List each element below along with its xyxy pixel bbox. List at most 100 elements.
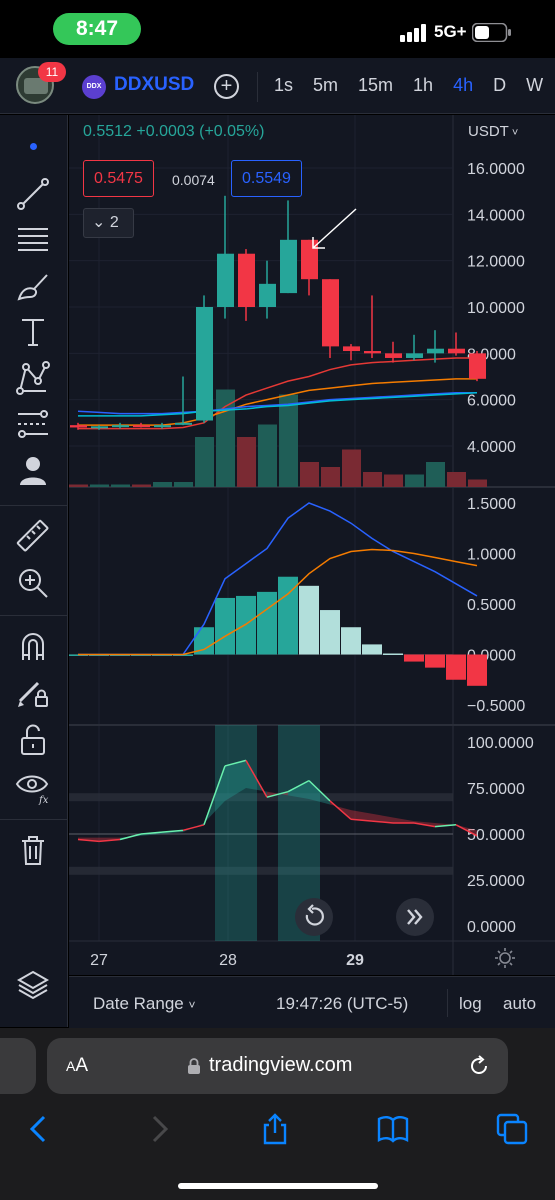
date-range-button[interactable]: Date Range ˅	[93, 994, 195, 1014]
interval-tab-4h[interactable]: 4h	[453, 75, 474, 95]
bookmarks-icon[interactable]	[376, 1112, 410, 1146]
macd-histogram-bar	[278, 576, 298, 655]
macd-histogram-bar	[383, 653, 403, 655]
interval-tab-5m[interactable]: 5m	[313, 75, 339, 95]
svg-text:fx: fx	[38, 795, 49, 805]
interval-tab-15m[interactable]: 15m	[358, 75, 394, 95]
url-text[interactable]: tradingview.com	[209, 1054, 353, 1076]
rsi-line	[224, 759, 247, 767]
sell-price-button[interactable]: 0.5475	[83, 160, 154, 197]
status-bar: 8:47 5G+	[0, 0, 555, 58]
macd-axis-label: 1.5000	[467, 496, 516, 513]
volume-bar	[174, 482, 193, 487]
chart-pane[interactable]: 16.0000 14.0000 12.0000 10.0000 8.0000 6.0000…	[69, 115, 555, 975]
rsi-line	[119, 833, 142, 841]
interval-tab-1s[interactable]: 1s	[274, 75, 294, 95]
rsi-line	[77, 838, 100, 843]
buy-price-button[interactable]: 0.5549	[231, 160, 302, 197]
share-icon[interactable]	[258, 1112, 292, 1146]
candle-body	[406, 353, 423, 358]
candle-body	[343, 346, 360, 352]
candle-body	[259, 283, 276, 307]
interval-tabs: 1s 5m 15m 1h 4h D W	[274, 75, 555, 96]
candle-body	[91, 426, 108, 429]
rsi-line	[161, 829, 184, 833]
text-size-button[interactable]: AAAA	[66, 1055, 89, 1076]
rsi-axis-label: 100.0000	[467, 735, 534, 752]
interval-tab-1h[interactable]: 1h	[413, 75, 434, 95]
macd-signal-line	[78, 548, 478, 656]
avatar[interactable]	[16, 66, 54, 104]
log-scale-toggle[interactable]: log	[459, 994, 482, 1013]
person-icon[interactable]	[14, 451, 52, 489]
spread-value: 0.0074	[172, 172, 215, 188]
annotation-arrow	[312, 208, 357, 249]
volume-bar	[132, 484, 151, 487]
fib-retracement-icon[interactable]	[14, 221, 52, 259]
rsi-band-line	[69, 793, 453, 802]
timezone-clock[interactable]: 19:47:26 (UTC-5)	[276, 994, 409, 1013]
interval-tab-w[interactable]: W	[526, 75, 544, 95]
price-axis-label: 6.0000	[467, 393, 516, 410]
candle-body	[322, 279, 339, 347]
currency-selector[interactable]: USDT ˅	[468, 123, 518, 140]
indicators-collapse-button[interactable]: ⌄ 2	[83, 208, 134, 238]
magnet-icon[interactable]	[14, 627, 52, 665]
volume-bar	[321, 467, 340, 487]
interval-tab-d[interactable]: D	[493, 75, 507, 95]
trend-line-icon[interactable]	[14, 175, 52, 213]
macd-histogram-bar	[257, 591, 277, 655]
macd-histogram-bar	[320, 610, 340, 655]
trash-icon[interactable]	[14, 831, 52, 869]
volume-bar	[279, 394, 298, 487]
brush-icon[interactable]	[14, 267, 52, 305]
address-bar[interactable]: AAAA tradingview.com	[47, 1038, 508, 1094]
unlock-icon[interactable]	[14, 721, 52, 759]
layers-icon[interactable]	[14, 966, 52, 1004]
rsi-line	[413, 822, 436, 828]
prediction-icon[interactable]	[14, 405, 52, 443]
cursor-tool-dot[interactable]	[30, 143, 37, 150]
scroll-to-realtime-button[interactable]	[396, 898, 434, 936]
rsi-fill	[372, 813, 393, 823]
forward-icon[interactable]	[142, 1112, 176, 1146]
currency-label: USDT	[468, 123, 509, 140]
back-icon[interactable]	[22, 1112, 56, 1146]
compare-add-button[interactable]: +	[214, 74, 239, 99]
volume-bar	[447, 472, 466, 487]
rsi-line	[308, 780, 331, 802]
rsi-line	[203, 765, 226, 826]
chart-canvas[interactable]: 16.000014.000012.000010.00008.00006.0000…	[69, 115, 555, 975]
rsi-line	[329, 800, 352, 820]
settings-gear-icon[interactable]	[494, 947, 516, 969]
chart-header: 11 DDX DDXUSD + 1s 5m 15m 1h 4h D W	[0, 58, 555, 114]
tabs-icon[interactable]	[495, 1112, 529, 1146]
macd-histogram-bar	[425, 654, 445, 668]
rsi-line	[245, 760, 268, 798]
candle-body	[133, 425, 150, 428]
candle-body	[280, 239, 297, 294]
eye-fx-icon[interactable]: fx	[14, 767, 52, 806]
reload-icon[interactable]	[467, 1054, 491, 1078]
zoom-in-icon[interactable]	[14, 564, 52, 602]
chevron-down-icon: ˅	[508, 127, 519, 139]
symbol-search-button[interactable]: DDXUSD	[114, 74, 195, 95]
rsi-line	[182, 824, 205, 832]
chevron-down-icon: ⌄	[92, 214, 106, 231]
volume-bar	[300, 462, 319, 487]
pattern-icon[interactable]	[14, 359, 52, 397]
lock-draw-icon[interactable]	[14, 673, 52, 711]
previous-tab-peek[interactable]	[0, 1038, 36, 1094]
text-icon[interactable]	[14, 313, 52, 351]
volume-bar	[426, 462, 445, 487]
rsi-fill	[351, 810, 372, 822]
auto-scale-toggle[interactable]: auto	[503, 994, 537, 1013]
candle-body	[301, 239, 318, 280]
ruler-icon[interactable]	[14, 517, 52, 555]
volume-bar	[237, 437, 256, 487]
candle-body	[427, 348, 444, 354]
clock-pill[interactable]: 8:47	[53, 13, 141, 45]
candle-body	[448, 348, 465, 354]
reset-chart-button[interactable]	[295, 898, 333, 936]
volume-bar	[216, 389, 235, 487]
